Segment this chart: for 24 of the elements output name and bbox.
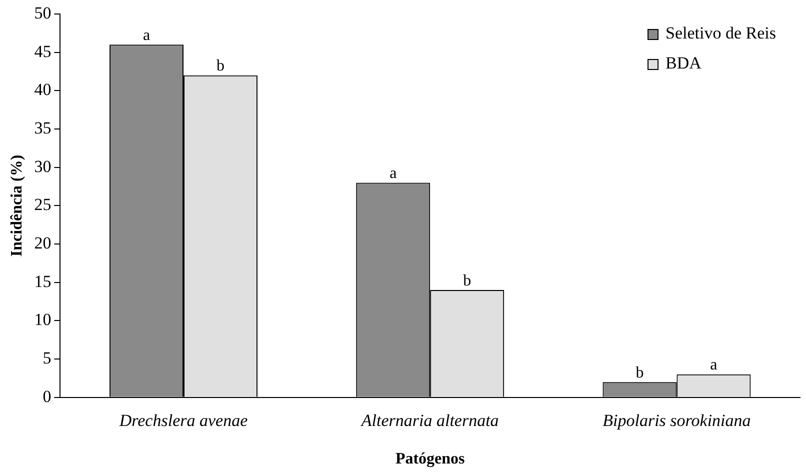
y-tick-label: 0 (42, 386, 52, 406)
y-tick-label: 5 (42, 348, 52, 368)
annotation: b (636, 364, 644, 382)
annotation: a (710, 356, 718, 374)
y-tick-label: 50 (34, 3, 52, 22)
annotation: a (390, 164, 397, 182)
y-tick-label: 35 (34, 118, 52, 138)
annotation: a (142, 26, 150, 44)
y-tick-label: 20 (34, 234, 52, 253)
legend-label: BDA (666, 53, 702, 72)
y-tick-label: 45 (34, 42, 52, 61)
y-tick-label: 40 (34, 80, 52, 100)
annotation: b (216, 58, 224, 75)
x-axis-title: Patógenos (395, 450, 465, 468)
x-tick-label: Drechslera avenae (118, 411, 248, 430)
y-tick-label: 30 (34, 156, 52, 176)
y-axis-title: Incidência (%) (8, 154, 26, 257)
annotation: b (463, 272, 472, 290)
x-tick-label: Alternaria alternata (360, 411, 499, 430)
y-tick-label: 25 (34, 195, 52, 214)
y-tick-label: 15 (34, 272, 52, 291)
x-tick-label: Bipolaris sorokiniana (602, 411, 751, 430)
y-tick-label: 10 (34, 310, 52, 330)
legend-label: Seletivo de Reis (666, 23, 776, 42)
